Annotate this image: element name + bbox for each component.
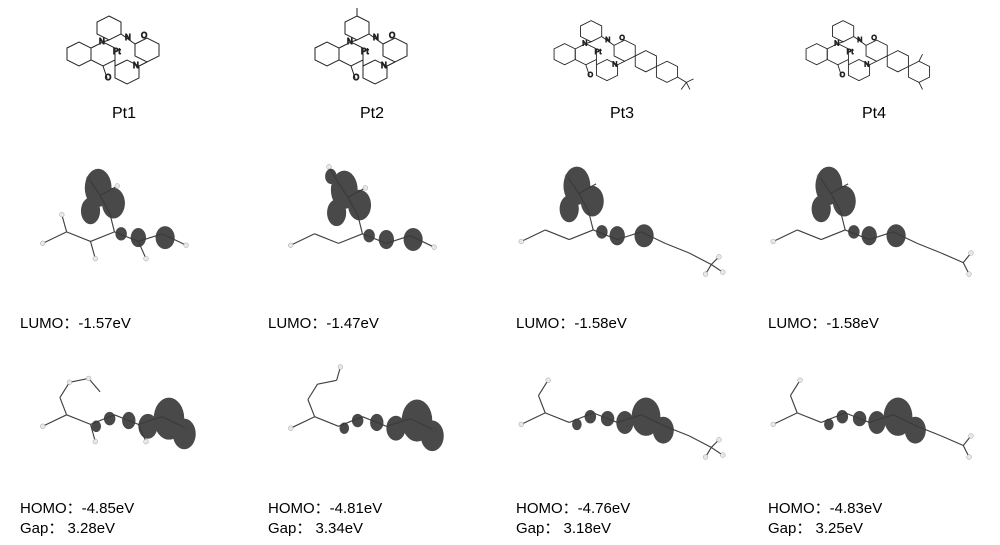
homo-cell-pt3: HOMO：-4.76eV Gap： 3.18eV — [496, 340, 748, 545]
svg-text:N: N — [864, 62, 869, 69]
homo-orbital-pt1 — [6, 344, 242, 499]
homo-value-pt2: HOMO：-4.81eV — [268, 499, 382, 519]
compound-label-pt1: Pt1 — [112, 105, 136, 123]
homo-cell-pt4: HOMO：-4.83eV Gap： 3.25eV — [748, 340, 1000, 545]
homo-cell-pt1: HOMO：-4.85eV Gap： 3.28eV — [0, 340, 248, 545]
svg-text:O: O — [353, 73, 359, 82]
svg-text:N: N — [381, 61, 387, 70]
homo-orbital-pt3 — [502, 344, 742, 499]
homo-orbital-pt2 — [254, 344, 490, 499]
lumo-cell-pt1: LUMO：-1.57eV — [0, 140, 248, 340]
svg-text:O: O — [619, 35, 625, 42]
structure-cell-pt4: N N O N O Pt Pt4 — [748, 0, 1000, 140]
gap-value-pt3: Gap： 3.18eV — [516, 519, 630, 539]
homo-label-pt1: HOMO：-4.85eV Gap： 3.28eV — [6, 499, 134, 540]
svg-text:N: N — [582, 40, 587, 47]
svg-text:N: N — [99, 37, 105, 46]
compound-label-pt4: Pt4 — [862, 105, 886, 123]
svg-text:O: O — [389, 31, 395, 40]
structure-diagram-pt4: N N O N O Pt — [799, 8, 949, 103]
homo-label-pt3: HOMO：-4.76eV Gap： 3.18eV — [502, 499, 630, 540]
figure-grid: N N O N O Pt Pt1 N — [0, 0, 1000, 545]
svg-text:O: O — [871, 35, 877, 42]
svg-text:O: O — [588, 72, 594, 79]
homo-value-pt3: HOMO：-4.76eV — [516, 499, 630, 519]
lumo-cell-pt4: LUMO：-1.58eV — [748, 140, 1000, 340]
svg-text:N: N — [125, 33, 131, 42]
lumo-value-pt3: LUMO：-1.58eV — [516, 314, 627, 334]
lumo-orbital-pt4 — [754, 144, 994, 314]
lumo-cell-pt2: LUMO：-1.47eV — [248, 140, 496, 340]
svg-text:N: N — [347, 37, 353, 46]
lumo-value-pt1: LUMO：-1.57eV — [20, 314, 131, 334]
structure-diagram-pt3: N N O N O Pt — [547, 8, 697, 103]
lumo-value-pt2: LUMO：-1.47eV — [268, 314, 379, 334]
svg-text:N: N — [834, 40, 839, 47]
structure-cell-pt3: N N O N O Pt Pt3 — [496, 0, 748, 140]
svg-text:N: N — [857, 37, 862, 44]
svg-text:O: O — [141, 31, 147, 40]
lumo-value-pt4: LUMO：-1.58eV — [768, 314, 879, 334]
svg-text:Pt: Pt — [847, 49, 854, 56]
lumo-label-pt2: LUMO：-1.47eV — [254, 314, 379, 334]
structure-diagram-pt2: N N O N O Pt — [297, 8, 447, 103]
homo-label-pt2: HOMO：-4.81eV Gap： 3.34eV — [254, 499, 382, 540]
gap-value-pt1: Gap： 3.28eV — [20, 519, 134, 539]
svg-text:N: N — [133, 61, 139, 70]
homo-orbital-pt4 — [754, 344, 994, 499]
svg-text:O: O — [840, 72, 846, 79]
svg-text:N: N — [612, 62, 617, 69]
svg-text:Pt: Pt — [361, 47, 369, 56]
structure-diagram-pt1: N N O N O Pt — [49, 8, 199, 103]
homo-cell-pt2: HOMO：-4.81eV Gap： 3.34eV — [248, 340, 496, 545]
homo-value-pt4: HOMO：-4.83eV — [768, 499, 882, 519]
lumo-label-pt4: LUMO：-1.58eV — [754, 314, 879, 334]
structure-cell-pt1: N N O N O Pt Pt1 — [0, 0, 248, 140]
lumo-label-pt1: LUMO：-1.57eV — [6, 314, 131, 334]
gap-value-pt4: Gap： 3.25eV — [768, 519, 882, 539]
lumo-cell-pt3: LUMO：-1.58eV — [496, 140, 748, 340]
lumo-orbital-pt1 — [6, 144, 242, 314]
svg-text:Pt: Pt — [113, 47, 121, 56]
svg-text:N: N — [605, 37, 610, 44]
compound-label-pt3: Pt3 — [610, 105, 634, 123]
compound-label-pt2: Pt2 — [360, 105, 384, 123]
structure-cell-pt2: N N O N O Pt Pt2 — [248, 0, 496, 140]
lumo-orbital-pt3 — [502, 144, 742, 314]
gap-value-pt2: Gap： 3.34eV — [268, 519, 382, 539]
homo-value-pt1: HOMO：-4.85eV — [20, 499, 134, 519]
lumo-orbital-pt2 — [254, 144, 490, 314]
homo-label-pt4: HOMO：-4.83eV Gap： 3.25eV — [754, 499, 882, 540]
svg-text:N: N — [373, 33, 379, 42]
lumo-label-pt3: LUMO：-1.58eV — [502, 314, 627, 334]
svg-text:O: O — [105, 73, 111, 82]
svg-text:Pt: Pt — [595, 49, 602, 56]
